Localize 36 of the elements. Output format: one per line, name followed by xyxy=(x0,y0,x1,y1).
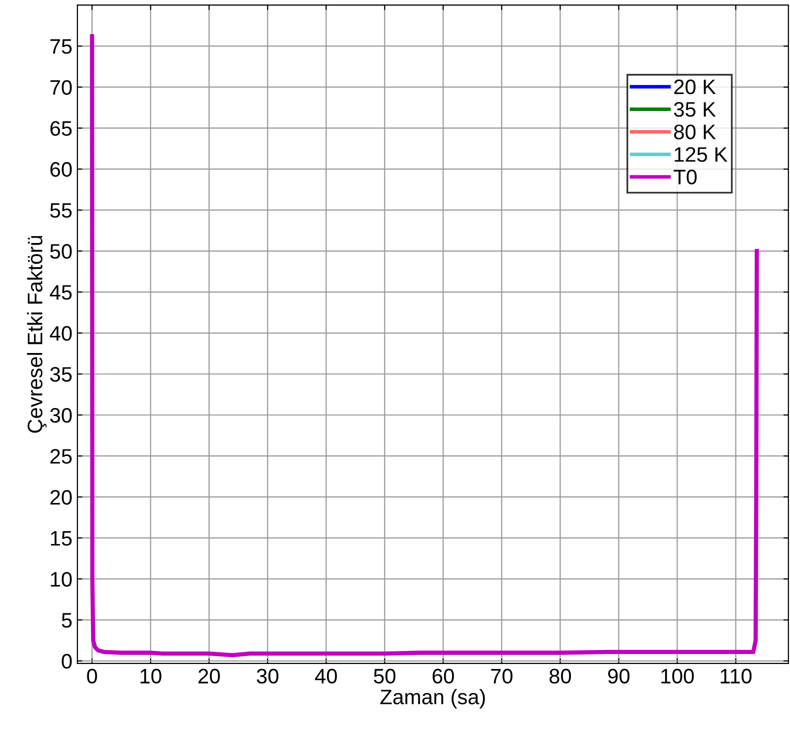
y-tick-label: 75 xyxy=(50,39,72,54)
y-tick-label: 65 xyxy=(50,121,72,136)
x-tick-label: 0 xyxy=(87,668,98,684)
x-tick-label: 70 xyxy=(491,668,512,684)
legend-label: T0 xyxy=(674,170,697,184)
y-tick-label: 30 xyxy=(50,408,72,423)
x-tick-label: 110 xyxy=(720,668,752,684)
legend-label: 20 K xyxy=(674,79,716,94)
y-tick-label: 0 xyxy=(62,654,72,669)
y-tick-label: 20 xyxy=(50,490,72,505)
legend-label: 80 K xyxy=(674,124,716,140)
y-tick-label: 55 xyxy=(50,203,72,218)
legend-label: 125 K xyxy=(674,147,728,162)
x-tick-label: 60 xyxy=(432,668,454,684)
x-tick-label: 40 xyxy=(315,668,337,684)
x-tick-label: 80 xyxy=(550,668,571,684)
line-series xyxy=(90,34,759,658)
x-axis-title: Zaman (sa) xyxy=(380,689,485,708)
y-tick-label: 25 xyxy=(50,448,72,464)
y-tick-label: 45 xyxy=(50,285,72,300)
x-tick-label: 100 xyxy=(661,668,694,684)
x-tick-label: 20 xyxy=(198,668,220,684)
x-tick-label: 50 xyxy=(374,668,396,684)
y-tick-label: 35 xyxy=(50,367,72,382)
legend-label: 35 K xyxy=(674,102,716,117)
y-tick-label: 10 xyxy=(50,572,72,587)
y-tick-label: 60 xyxy=(50,162,72,177)
x-tick-label: 10 xyxy=(140,668,162,684)
y-tick-label: 50 xyxy=(50,244,72,259)
y-tick-label: 40 xyxy=(50,326,72,341)
y-axis-title: Çevresel Etki Faktörü xyxy=(27,236,47,433)
y-tick-label: 70 xyxy=(50,80,72,95)
y-tick-label: 15 xyxy=(50,531,72,546)
x-tick-label: 30 xyxy=(256,668,278,684)
x-tick-label: 90 xyxy=(608,668,630,684)
y-tick-label: 5 xyxy=(62,613,72,628)
